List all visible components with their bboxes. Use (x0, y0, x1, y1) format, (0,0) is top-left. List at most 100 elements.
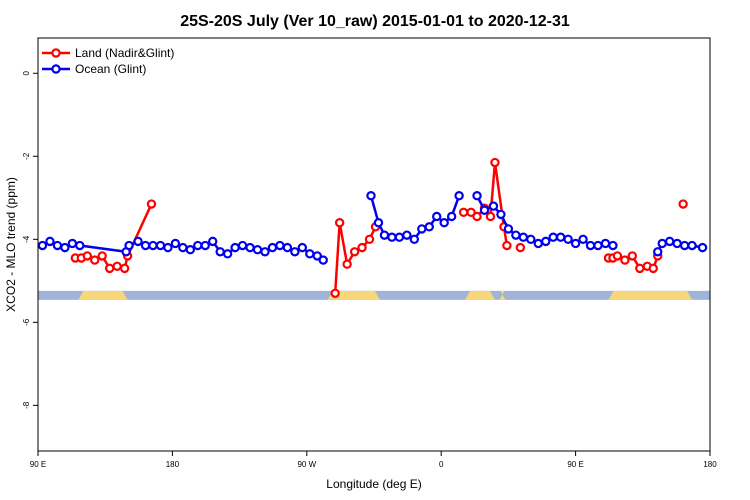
data-point (439, 218, 449, 228)
series-1 (37, 191, 708, 265)
data-point (52, 240, 63, 251)
data-point (133, 236, 143, 247)
data-point (45, 236, 55, 247)
legend-marker (51, 48, 61, 58)
x-tick-label: 90 E (567, 460, 583, 469)
data-point (60, 242, 70, 253)
data-point (518, 232, 529, 242)
data-point (526, 234, 536, 245)
data-point (490, 157, 500, 168)
legend-marker (51, 64, 61, 74)
data-point (366, 191, 376, 201)
data-point (215, 247, 225, 257)
data-point (593, 240, 603, 251)
data-point (432, 211, 442, 222)
data-point (82, 251, 92, 261)
y-axis-label: XCO2 - MLO trend (ppm) (4, 177, 18, 312)
data-point (454, 191, 464, 201)
data-point (627, 251, 638, 261)
data-point (245, 242, 255, 253)
data-point (653, 247, 663, 257)
data-point (485, 211, 496, 222)
data-point (620, 255, 630, 265)
data-point (119, 263, 130, 274)
data-point (260, 247, 270, 257)
data-point (104, 263, 115, 274)
data-point (458, 207, 469, 218)
surface-band (38, 290, 710, 300)
data-point (672, 238, 682, 249)
data-point (402, 230, 412, 240)
y-tick-label: -6 (22, 318, 31, 326)
data-point (687, 240, 697, 251)
data-point (318, 255, 328, 265)
data-point (697, 242, 708, 253)
data-point (379, 230, 390, 240)
data-point (163, 242, 173, 253)
data-point (600, 238, 611, 249)
data-point (275, 240, 285, 251)
data-point (664, 236, 675, 247)
y-tick-label: -8 (22, 401, 31, 409)
data-point (75, 240, 85, 251)
data-point (312, 251, 322, 261)
data-point (496, 209, 506, 220)
data-point (488, 201, 499, 211)
data-point (563, 234, 573, 245)
data-point (185, 244, 196, 255)
y-tick-label: 0 (22, 71, 31, 76)
axes: 90 E 180 90 W 0 90 E 180 0 -2 -4 -6 -8 (22, 71, 717, 469)
data-point (67, 238, 78, 249)
data-point (635, 263, 645, 274)
y-tick-label: -4 (22, 235, 31, 243)
data-point (178, 242, 188, 253)
data-point (511, 230, 521, 240)
data-point (297, 242, 308, 253)
data-point (290, 247, 300, 257)
series-line (333, 222, 377, 294)
land-band (327, 290, 380, 300)
data-point (678, 199, 688, 209)
data-point (282, 242, 293, 253)
data-point (330, 288, 340, 298)
data-point (334, 218, 345, 228)
data-point (387, 232, 397, 242)
data-point (648, 263, 658, 274)
plot-series (37, 157, 708, 298)
land-band (499, 290, 506, 300)
series-0 (70, 157, 688, 298)
land-band (465, 290, 495, 300)
data-point (472, 211, 482, 222)
x-tick-label: 0 (439, 460, 444, 469)
x-tick-label: 180 (703, 460, 717, 469)
data-point (146, 199, 157, 209)
data-point (679, 240, 690, 251)
data-point (267, 242, 278, 253)
data-point (112, 261, 122, 271)
data-point (200, 240, 210, 251)
data-point (97, 251, 107, 261)
data-point (373, 218, 384, 228)
data-point (170, 238, 181, 249)
data-point (208, 236, 218, 247)
land-band (608, 290, 693, 300)
legend-label: Ocean (Glint) (75, 62, 146, 76)
data-point (155, 240, 166, 251)
data-point (515, 242, 526, 253)
data-point (657, 238, 667, 249)
data-point (466, 207, 476, 218)
data-point (503, 224, 514, 234)
data-point (342, 259, 352, 269)
data-point (555, 232, 566, 242)
data-point (90, 255, 100, 265)
legend: Land (Nadir&Glint) Ocean (Glint) (42, 46, 174, 76)
data-point (357, 242, 367, 253)
data-point (124, 240, 134, 251)
data-point (305, 249, 315, 259)
data-point (612, 251, 623, 261)
chart-title: 25S-20S July (Ver 10_raw) 2015-01-01 to … (180, 13, 570, 30)
data-point (479, 205, 490, 215)
data-point (446, 211, 457, 222)
data-point (148, 240, 158, 251)
